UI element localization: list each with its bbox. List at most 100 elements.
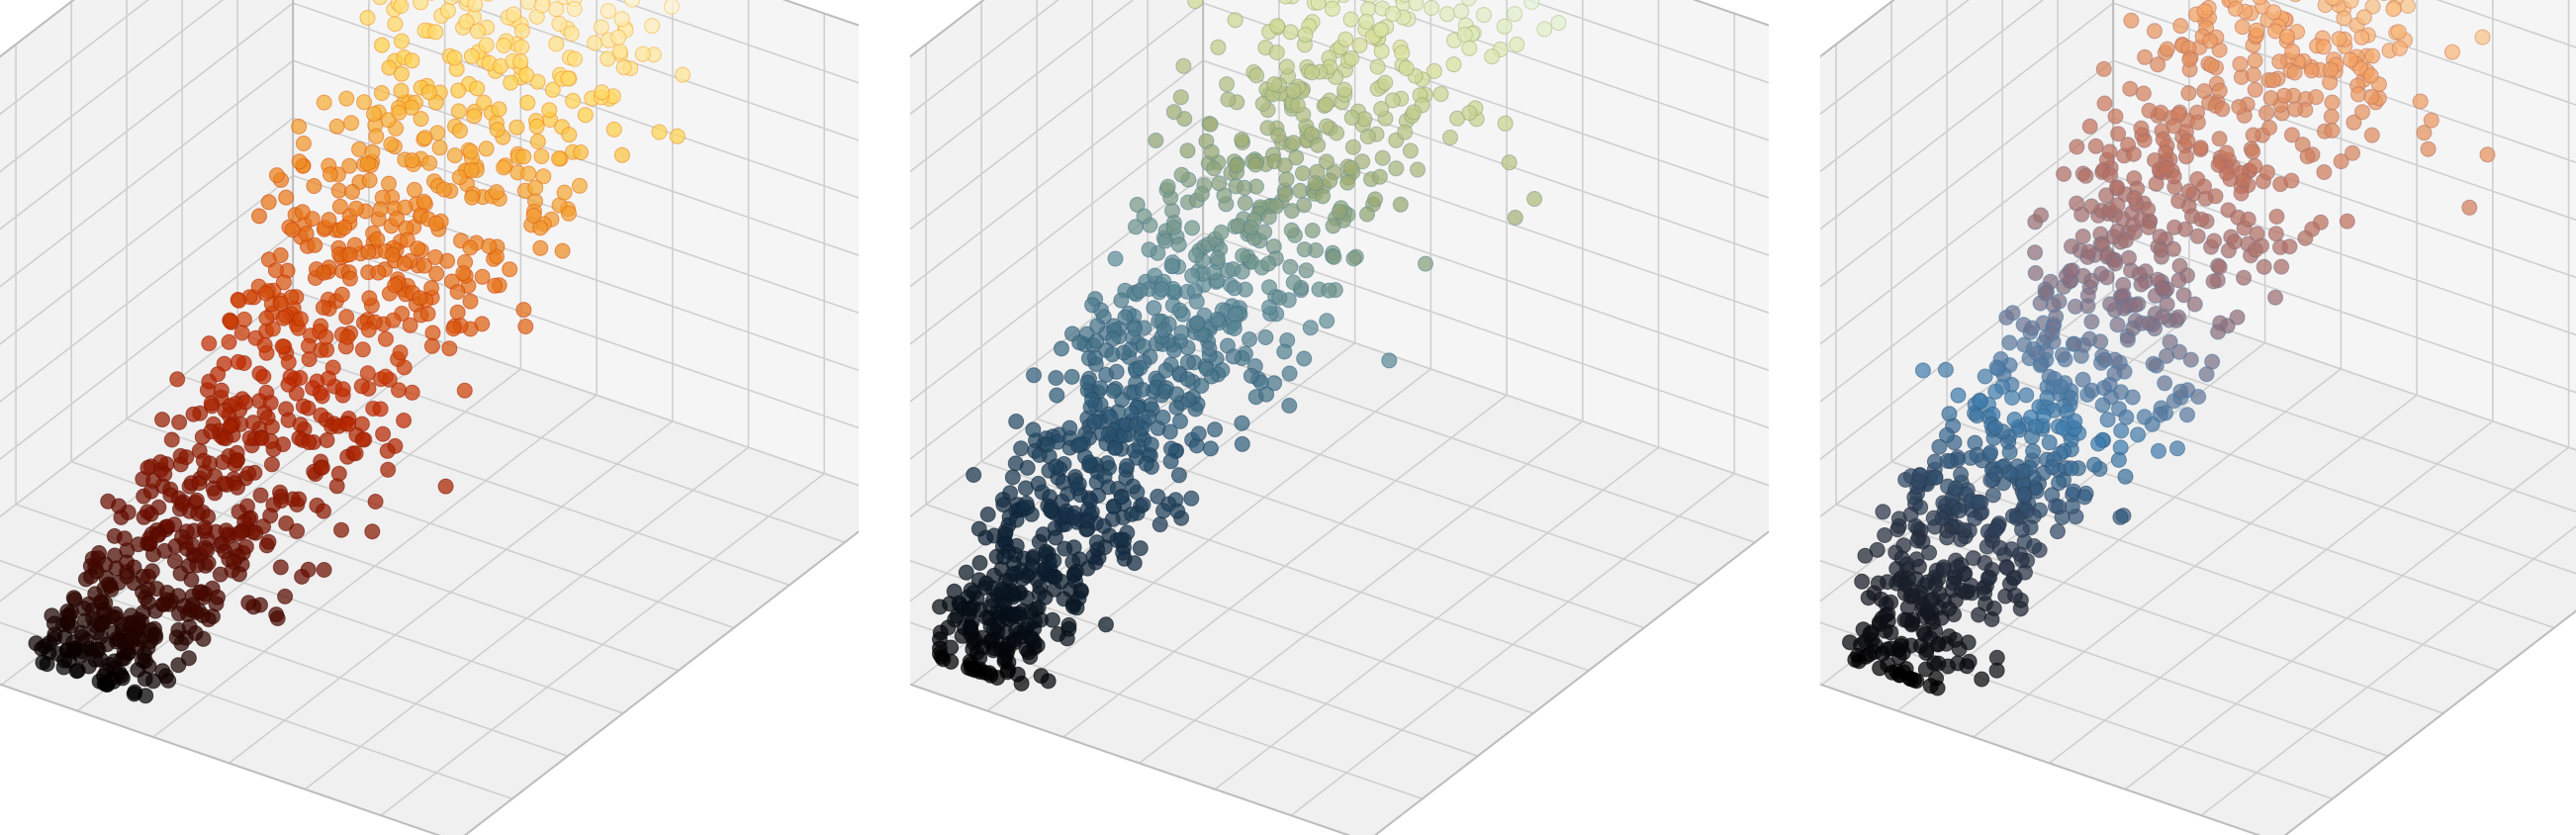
scatter-point: [1507, 210, 1523, 226]
scatter-point: [458, 13, 475, 30]
scatter-point: [2050, 523, 2066, 540]
scatter-point: [449, 284, 466, 300]
scatter-point: [2423, 112, 2439, 129]
scatter-point: [1322, 172, 1338, 189]
scatter-point: [2324, 94, 2341, 111]
scatter-point: [170, 657, 187, 674]
scatter-point: [2169, 440, 2185, 457]
scatter-point: [2029, 345, 2046, 362]
scatter-point: [262, 433, 279, 449]
scatter-point: [2172, 383, 2189, 400]
scatter-point: [534, 0, 551, 14]
scatter-point: [2233, 185, 2250, 202]
scatter-point: [1460, 0, 1477, 7]
scatter-point: [1397, 124, 1414, 140]
scatter-point: [634, 46, 651, 62]
scatter-point: [1336, 0, 1349, 3]
scatter-point: [372, 401, 389, 418]
scatter-point: [340, 416, 357, 432]
scatter-point: [2399, 0, 2416, 14]
scatter-point: [360, 243, 377, 260]
scatter-point: [1030, 600, 1047, 616]
scatter-point: [318, 328, 334, 345]
scatter-point: [1917, 661, 1934, 678]
scatter-point: [1526, 191, 1543, 207]
scatter-point: [431, 139, 448, 156]
scatter-point: [1096, 468, 1113, 485]
scatter-point: [1315, 188, 1332, 205]
scatter-point: [1461, 40, 1478, 56]
scatter-point: [1190, 425, 1207, 442]
scatter-point: [2026, 538, 2043, 554]
scatter-point: [313, 407, 329, 423]
scatter-point: [450, 82, 467, 99]
scatter-point: [396, 413, 413, 428]
scatter-point: [1950, 655, 1966, 672]
scatter-point: [2115, 276, 2132, 293]
scatter-point: [106, 653, 123, 670]
scatter-point: [517, 319, 534, 334]
scatter-point: [407, 181, 422, 198]
scatter-point: [1157, 362, 1174, 379]
scatter-point: [156, 542, 173, 559]
scatter-point: [2151, 442, 2166, 459]
scatter-point: [74, 628, 91, 645]
scatter-point: [1973, 393, 1988, 410]
scatter-point: [230, 566, 247, 583]
scatter-point: [2391, 40, 2408, 56]
scatter-point: [1219, 76, 1236, 93]
scatter-point: [548, 36, 565, 52]
scatter-point: [548, 1, 565, 18]
scatter-point: [1046, 552, 1062, 569]
scatter-point: [1187, 0, 1204, 10]
scatter-point: [333, 286, 350, 303]
scatter-point: [1971, 606, 1987, 623]
scatter-point: [419, 306, 436, 323]
scatter-point: [1895, 537, 1912, 554]
scatter-point: [191, 584, 208, 601]
scatter-point: [1406, 104, 1422, 121]
scatter-point: [2249, 22, 2265, 39]
scatter-point: [1523, 0, 1540, 10]
scatter-point: [1931, 438, 1948, 455]
scatter-point: [1048, 458, 1064, 475]
scatter-point: [2074, 371, 2091, 388]
scatter-point: [1941, 406, 1958, 422]
scatter-point: [2353, 29, 2370, 46]
scatter-point: [1937, 361, 1954, 378]
scatter-point: [2420, 140, 2437, 157]
scatter-point: [2027, 265, 2044, 281]
scatter-point: [1956, 521, 1973, 538]
scatter-point: [1282, 24, 1299, 41]
scatter-point: [1927, 469, 1944, 486]
scatter-point: [2157, 375, 2173, 392]
scatter-point: [1358, 13, 1375, 30]
scatter-point: [2109, 197, 2126, 214]
scatter-point: [1497, 115, 1514, 132]
scatter-point: [1324, 0, 1340, 17]
scatter-point: [439, 2, 456, 19]
scatter-point: [156, 596, 173, 612]
scatter-point: [2133, 276, 2150, 293]
scatter-point: [1151, 516, 1168, 533]
scatter-point: [413, 0, 429, 11]
scatter-point: [615, 59, 632, 76]
scatter-point: [138, 688, 154, 704]
scatter-point: [356, 94, 373, 111]
scatter-point: [958, 564, 974, 581]
scatter-point: [2235, 172, 2252, 189]
scatter-point: [2315, 39, 2332, 55]
scatter-point: [2122, 80, 2139, 97]
scatter-point: [551, 150, 568, 167]
scatter-point: [1410, 161, 1426, 178]
scatter-point: [1857, 547, 1874, 564]
scatter-point: [1008, 414, 1025, 429]
scatter-point: [2051, 475, 2068, 492]
scatter-point: [272, 247, 289, 263]
scatter-point: [314, 459, 330, 476]
scatter-point: [1048, 370, 1064, 386]
scatter-point: [1202, 116, 1219, 133]
scatter-point: [1318, 96, 1334, 113]
scatter-point: [2076, 489, 2093, 506]
scatter-point: [1981, 569, 1998, 586]
